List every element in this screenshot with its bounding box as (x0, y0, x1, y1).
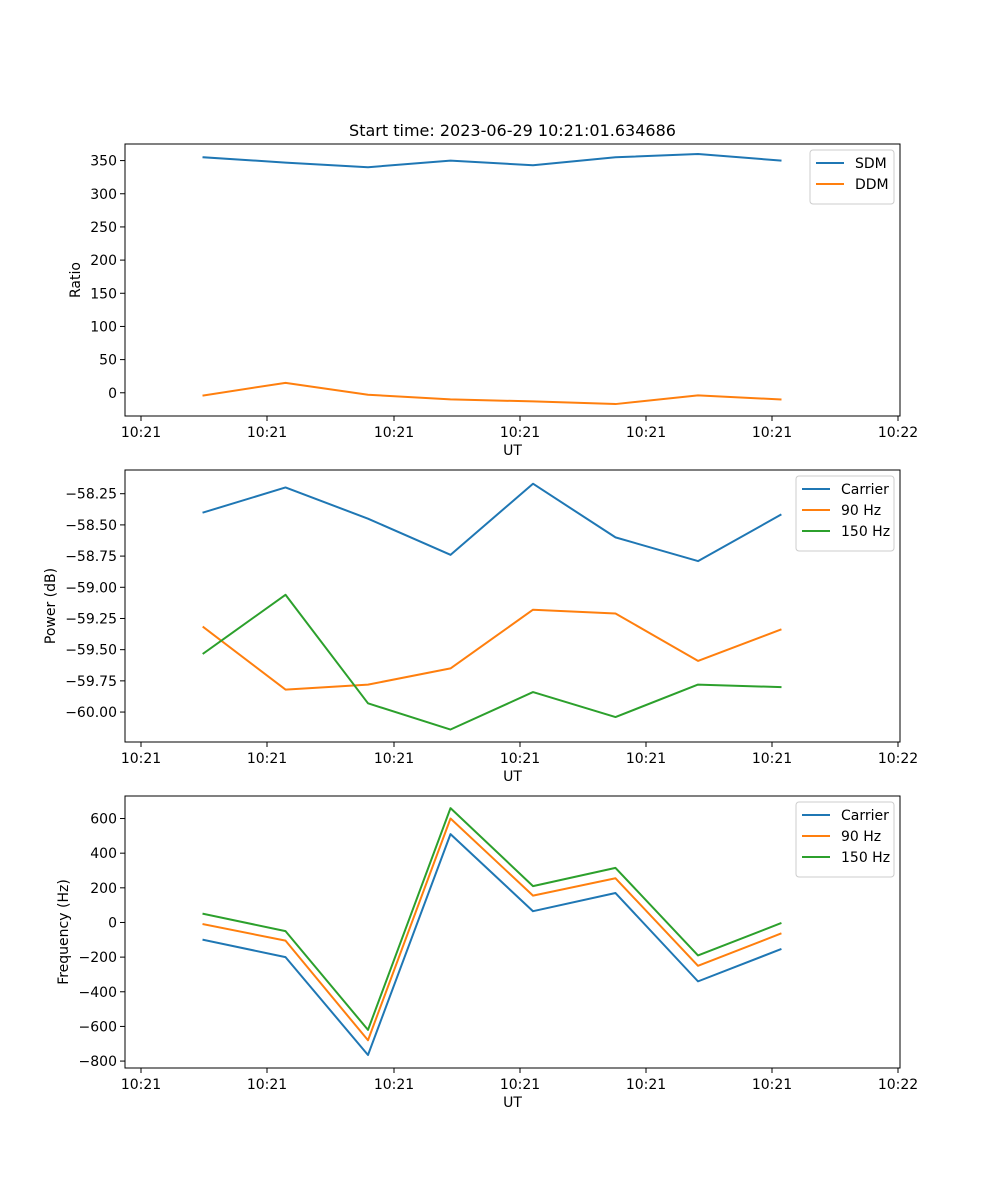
legend-label: 90 Hz (841, 503, 881, 519)
y-tick-label: −600 (79, 1019, 117, 1035)
x-axis-label: UT (503, 769, 522, 785)
y-tick-label: 400 (90, 846, 117, 862)
y-axis-label: Power (dB) (43, 568, 59, 644)
y-axis-label: Ratio (68, 262, 84, 298)
x-tick-label: 10:21 (500, 1077, 540, 1093)
legend-box (795, 801, 895, 878)
y-tick-label: 0 (108, 915, 117, 931)
series-line-sdm (202, 152, 782, 169)
y-tick-label: −58.25 (65, 487, 117, 503)
legend-label: Carrier (841, 808, 889, 824)
x-tick-label: 10:21 (626, 425, 666, 441)
y-tick-label: −59.75 (65, 674, 117, 690)
y-tick-label: 600 (90, 812, 117, 828)
legend: Carrier 90 Hz 150 Hz (795, 801, 895, 878)
legend-box (795, 475, 895, 552)
y-tick-label: −800 (79, 1054, 117, 1070)
charts-container: 10:21 10:21 10:21 10:21 10:21 10:21 10:22 0 50 10… (43, 143, 918, 1111)
legend-label: SDM (855, 156, 887, 172)
legend: Carrier 90 Hz 150 Hz (795, 475, 895, 552)
series-line-150-hz (202, 593, 782, 731)
legend: SDM DDM (809, 149, 895, 205)
legend-label: 90 Hz (841, 829, 881, 845)
x-tick-label: 10:22 (878, 1077, 918, 1093)
y-tick-label: −200 (79, 950, 117, 966)
legend-label: Carrier (841, 482, 889, 498)
y-tick-label: 350 (90, 154, 117, 170)
x-axis-label: UT (503, 443, 522, 459)
series-line-carrier (202, 833, 782, 1057)
chart-panel-1: 10:21 10:21 10:21 10:21 10:21 10:21 10:22 0 50 10… (68, 143, 918, 459)
y-tick-label: 300 (90, 187, 117, 203)
chart-panel-2: 10:21 10:21 10:21 10:21 10:21 10:21 10:22 −58.2… (43, 469, 918, 785)
series-line-150-hz (202, 807, 782, 1031)
plot-frame (124, 795, 901, 1069)
x-tick-label: 10:22 (878, 751, 918, 767)
x-tick-label: 10:21 (374, 751, 414, 767)
plot-frame (124, 143, 901, 417)
y-tick-label: −58.50 (65, 518, 117, 534)
x-axis-label: UT (503, 1095, 522, 1111)
x-tick-label: 10:22 (878, 425, 918, 441)
y-tick-label: 100 (90, 319, 117, 335)
y-tick-label: 150 (90, 286, 117, 302)
x-tick-label: 10:21 (500, 425, 540, 441)
y-tick-label: −400 (79, 985, 117, 1001)
series-line-90-hz (202, 817, 782, 1042)
y-tick-label: 250 (90, 220, 117, 236)
y-tick-label: −60.00 (65, 705, 117, 721)
y-tick-label: −58.75 (65, 549, 117, 565)
x-tick-label: 10:21 (752, 1077, 792, 1093)
y-tick-label: −59.50 (65, 643, 117, 659)
series-line-90-hz (202, 608, 782, 691)
x-tick-label: 10:21 (121, 1077, 161, 1093)
legend-label: 150 Hz (841, 524, 890, 540)
chart-panel-3: 10:21 10:21 10:21 10:21 10:21 10:21 10:22 600 40… (56, 795, 918, 1111)
legend-label: 150 Hz (841, 850, 890, 866)
series-line-carrier (202, 482, 782, 563)
y-tick-label: 0 (108, 386, 117, 402)
x-tick-label: 10:21 (121, 425, 161, 441)
x-tick-label: 10:21 (626, 751, 666, 767)
legend-label: DDM (855, 177, 889, 193)
y-tick-label: 200 (90, 881, 117, 897)
x-tick-label: 10:21 (626, 1077, 666, 1093)
chart-title: Start time: 2023-06-29 10:21:01.634686 (349, 121, 676, 140)
series-line-ddm (202, 381, 782, 406)
x-tick-label: 10:21 (752, 751, 792, 767)
x-tick-label: 10:21 (374, 425, 414, 441)
y-tick-label: −59.25 (65, 611, 117, 627)
x-tick-label: 10:21 (374, 1077, 414, 1093)
x-tick-label: 10:21 (247, 425, 287, 441)
x-tick-label: 10:21 (247, 1077, 287, 1093)
y-axis-label: Frequency (Hz) (56, 879, 72, 985)
y-tick-label: −59.00 (65, 580, 117, 596)
x-tick-label: 10:21 (500, 751, 540, 767)
x-tick-label: 10:21 (121, 751, 161, 767)
y-tick-label: 200 (90, 253, 117, 269)
y-tick-label: 50 (99, 353, 117, 369)
x-tick-label: 10:21 (247, 751, 287, 767)
x-tick-label: 10:21 (752, 425, 792, 441)
plot-frame (124, 469, 901, 743)
